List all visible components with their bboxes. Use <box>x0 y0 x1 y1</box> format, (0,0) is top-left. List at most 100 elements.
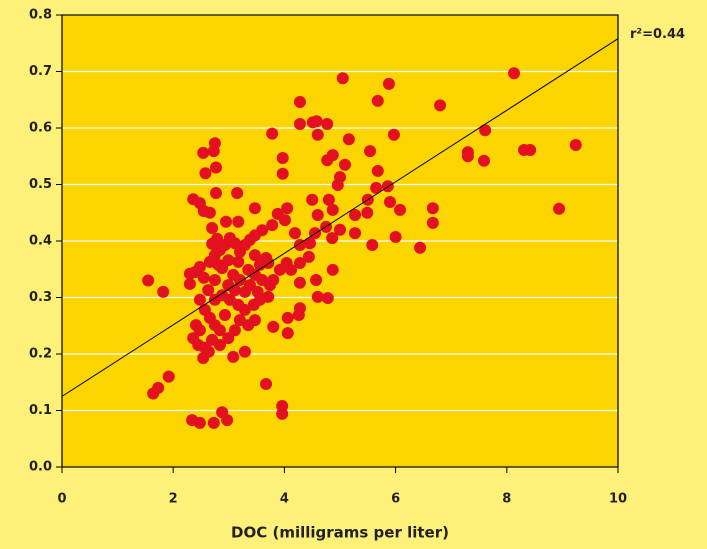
data-point <box>262 257 275 270</box>
data-point <box>266 219 279 232</box>
data-point <box>208 273 221 286</box>
data-point <box>311 290 324 303</box>
data-point <box>207 416 220 429</box>
data-point <box>266 127 279 140</box>
data-point <box>256 273 269 286</box>
data-point <box>387 128 400 141</box>
data-point <box>232 298 245 311</box>
trend-label: r²=0.44 <box>630 27 685 42</box>
data-point <box>306 193 319 206</box>
data-point <box>389 231 402 244</box>
data-point <box>251 285 264 298</box>
data-point <box>292 309 305 322</box>
y-tick-label: 0.7 <box>29 64 52 79</box>
data-point <box>216 289 229 302</box>
data-point <box>216 262 229 275</box>
data-point <box>285 263 298 276</box>
y-tick-label: 0.3 <box>29 290 52 305</box>
data-point <box>321 292 334 305</box>
data-point <box>326 263 339 276</box>
y-tick-label: 0.4 <box>29 234 52 249</box>
data-point <box>276 167 289 180</box>
data-point <box>183 277 196 290</box>
y-tick-label: 0.8 <box>29 8 52 23</box>
data-point <box>364 145 377 158</box>
x-tick-label: 6 <box>391 492 400 507</box>
data-point <box>231 186 244 199</box>
data-point <box>293 96 306 109</box>
data-point <box>152 381 165 394</box>
data-point <box>371 94 384 107</box>
data-point <box>478 154 491 167</box>
y-tick-label: 0.6 <box>29 121 52 136</box>
data-point <box>293 118 306 131</box>
data-point <box>232 215 245 228</box>
data-point <box>310 115 323 128</box>
x-tick-label: 8 <box>502 492 511 507</box>
data-point <box>371 164 384 177</box>
data-point <box>334 223 346 236</box>
data-point <box>232 255 245 268</box>
data-point <box>276 151 289 164</box>
x-tick-label: 2 <box>169 492 178 507</box>
x-tick-label: 10 <box>609 492 627 507</box>
data-point <box>311 128 324 141</box>
y-tick-label: 0.5 <box>29 177 52 192</box>
data-point <box>193 293 206 306</box>
data-point <box>339 158 352 171</box>
data-point <box>248 249 261 262</box>
data-point <box>384 196 397 209</box>
x-tick-label: 0 <box>57 492 66 507</box>
data-point <box>381 180 394 193</box>
data-point <box>349 227 362 240</box>
data-point <box>293 257 306 270</box>
data-point <box>202 284 215 297</box>
data-point <box>434 99 447 112</box>
trend-line <box>61 38 619 397</box>
data-point <box>162 370 175 383</box>
data-point <box>222 332 235 345</box>
y-tick-label: 0.0 <box>29 460 52 475</box>
data-point <box>243 233 256 246</box>
data-point <box>524 144 537 157</box>
data-point <box>479 124 492 137</box>
data-point <box>303 237 316 250</box>
data-point <box>281 202 294 215</box>
data-point <box>349 209 362 222</box>
data-point <box>293 276 306 289</box>
data-point <box>288 227 301 240</box>
data-point <box>426 202 439 215</box>
x-tick-label: 4 <box>280 492 289 507</box>
data-point <box>157 285 170 298</box>
data-point <box>426 216 439 229</box>
data-point <box>281 311 294 324</box>
data-point <box>331 179 344 192</box>
data-point <box>370 181 383 194</box>
data-point <box>210 186 223 199</box>
data-point <box>326 203 339 216</box>
data-point <box>197 146 210 159</box>
data-point <box>227 268 240 281</box>
data-point <box>228 324 241 337</box>
data-point <box>210 161 223 174</box>
data-point <box>187 332 200 345</box>
data-point <box>267 273 280 286</box>
data-point <box>361 206 374 219</box>
data-point <box>238 345 251 358</box>
data-point <box>220 215 233 228</box>
data-point <box>267 320 280 333</box>
data-point <box>260 377 273 390</box>
data-point <box>142 274 155 287</box>
data-point <box>336 72 349 85</box>
data-point <box>342 133 355 146</box>
plot-border <box>61 14 619 468</box>
data-point <box>461 150 474 163</box>
data-point <box>311 209 324 222</box>
data-point <box>414 241 427 254</box>
data-point <box>213 324 226 337</box>
data-point <box>302 250 315 263</box>
data-point <box>197 271 210 284</box>
data-point <box>382 77 395 90</box>
